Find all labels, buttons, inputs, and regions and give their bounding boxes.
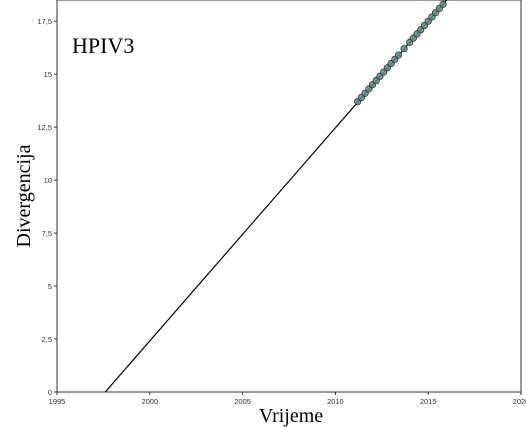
x-axis-title: Vrijeme bbox=[259, 405, 323, 427]
y-tick-label: 2,5 bbox=[42, 335, 52, 344]
y-axis-title: Divergencija bbox=[13, 144, 35, 247]
data-point bbox=[394, 51, 403, 59]
y-tick-label: 5 bbox=[48, 282, 52, 291]
data-point bbox=[439, 0, 447, 8]
x-tick-label: 2010 bbox=[327, 397, 344, 406]
data-point bbox=[400, 45, 408, 53]
x-tick-label: 2015 bbox=[420, 397, 437, 406]
y-tick-label: 17,5 bbox=[37, 17, 52, 26]
y-tick-label: 10 bbox=[44, 176, 52, 185]
x-tick-label: 2005 bbox=[234, 397, 251, 406]
data-points bbox=[354, 0, 447, 106]
plot-area-frame bbox=[56, 0, 522, 393]
x-tick-label: 2000 bbox=[141, 397, 158, 406]
chart-annotation: HPIV3 bbox=[72, 33, 134, 58]
plot-area bbox=[104, 0, 448, 393]
y-tick-label: 0 bbox=[48, 388, 52, 397]
y-tick-label: 12,5 bbox=[37, 123, 52, 132]
y-tick-label: 15 bbox=[44, 70, 52, 79]
y-tick-label: 7,5 bbox=[42, 229, 52, 238]
x-tick-label: 1995 bbox=[49, 397, 66, 406]
y-axis: 0 2,5 5 7,5 10 12,5 15 17,5 bbox=[37, 17, 57, 397]
